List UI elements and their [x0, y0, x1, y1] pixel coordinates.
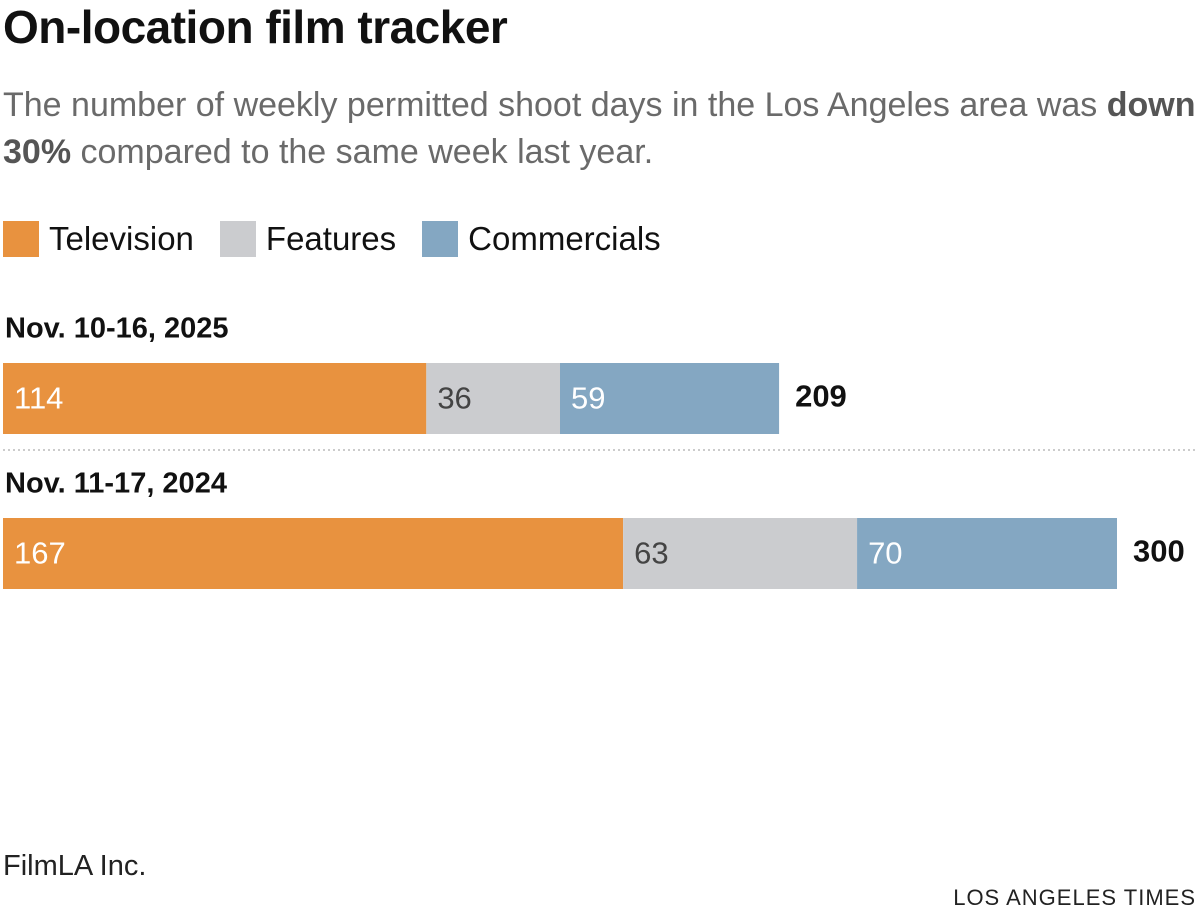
value-label: 36: [437, 381, 471, 416]
value-label: 59: [571, 381, 605, 416]
subtitle-text: The number of weekly permitted shoot day…: [3, 86, 1098, 124]
chart-subtitle: The number of weekly permitted shoot day…: [3, 82, 1198, 176]
legend-swatch: [3, 221, 39, 257]
source: FilmLA Inc.: [3, 850, 147, 882]
legend-label: Features: [265, 220, 397, 257]
subtitle-text: compared to the same week last year.: [80, 133, 654, 171]
legend: Television Features Commercials: [3, 220, 661, 258]
bar-segment: [623, 518, 858, 589]
credit: LOS ANGELES TIMES: [953, 885, 1196, 910]
legend-swatch: [219, 221, 256, 257]
chart-title: On-location film tracker: [3, 1, 508, 53]
value-label: 63: [634, 536, 668, 571]
total-label: 300: [1133, 534, 1185, 569]
legend-item: Television: [3, 220, 194, 258]
legend-item: Features: [219, 220, 397, 258]
bar-segment: [426, 363, 560, 434]
value-label: 114: [14, 381, 63, 416]
bar-segment: [3, 363, 427, 434]
legend-label: Commercials: [468, 220, 661, 257]
legend-swatch: [422, 221, 459, 257]
category-label: Nov. 11-17, 2024: [5, 468, 227, 500]
subtitle-emphasis: down 30%: [3, 86, 1196, 171]
bar-segment: [3, 518, 624, 589]
bar-segment: [560, 363, 780, 434]
value-label: 70: [868, 536, 902, 571]
chart: Nov. 10-16, 2025 114 36 59 209 Nov. 11-17, 20…: [3, 313, 1197, 589]
category-label: Nov. 10-16, 2025: [5, 313, 229, 345]
total-label: 209: [795, 379, 847, 414]
value-label: 167: [14, 536, 66, 571]
legend-item: Commercials: [422, 220, 661, 258]
legend-label: Television: [49, 220, 194, 257]
bar-segment: [857, 518, 1117, 589]
